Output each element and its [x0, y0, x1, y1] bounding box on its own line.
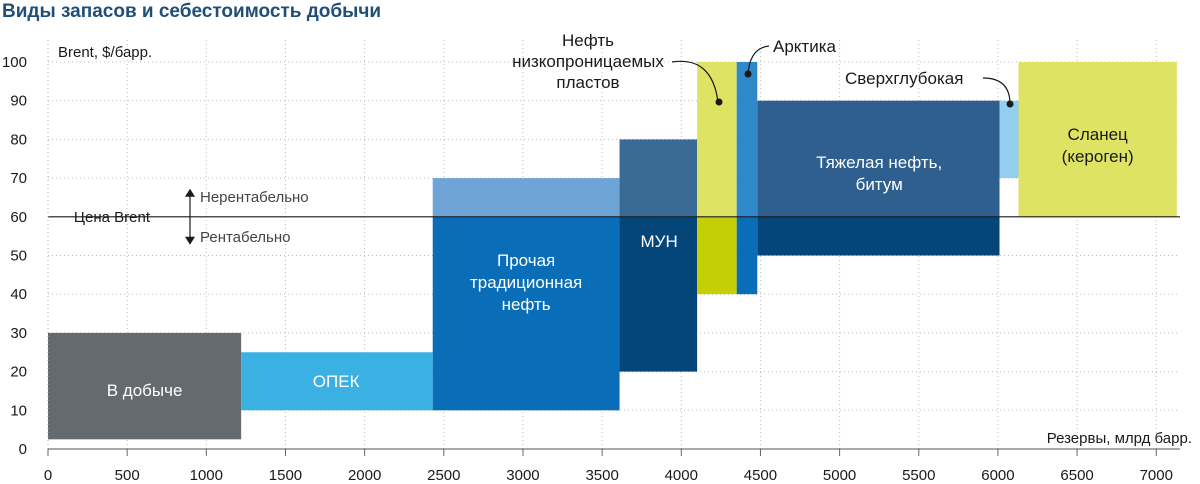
arctic-callout-line [747, 45, 770, 75]
segment-label-ultra-deep: Сверхглубокая [845, 69, 963, 88]
x-tick-label: 2500 [427, 467, 460, 484]
segment-7-band-0 [999, 100, 1019, 179]
y-tick-label: 10 [10, 402, 27, 419]
ultra-deep-callout-dot [1006, 100, 1014, 108]
tight-oil-callout-line [671, 60, 719, 103]
y-tick-label: 0 [19, 441, 27, 458]
segment-8-band-0 [1018, 62, 1177, 217]
x-tick-label: 4000 [665, 467, 698, 484]
tight-oil-callout-dot [715, 98, 723, 106]
x-tick-label: 2000 [348, 467, 381, 484]
segment-label-in-production: В добыче [107, 381, 183, 400]
segment-3-band-1 [619, 139, 698, 217]
segment-label-other-conventional: нефть [502, 295, 551, 314]
segment-2-band-0 [432, 216, 620, 411]
y-tick-label: 40 [10, 286, 27, 303]
y-tick-label: 70 [10, 170, 27, 187]
segment-label-other-conventional: традиционная [470, 273, 582, 292]
bars-layer [48, 62, 1177, 440]
x-axis-title: Резервы, млрд барр. [1047, 430, 1192, 447]
profitable-label: Рентабельно [200, 229, 290, 246]
segment-3-band-0 [619, 216, 698, 372]
unprofitable-label: Нерентабельно [200, 189, 309, 206]
y-tick-label: 80 [10, 131, 27, 148]
segment-0-band-0 [48, 332, 242, 440]
segment-4-band-0 [697, 216, 737, 295]
x-tick-label: 5500 [902, 467, 935, 484]
x-tick-label: 0 [44, 467, 52, 484]
y-tick-label: 20 [10, 364, 27, 381]
segment-label-tight-oil: низкопроницаемых [512, 52, 664, 71]
x-tick-label: 1000 [190, 467, 223, 484]
arrow-down-icon [185, 236, 195, 245]
segment-label-heavy-oil: битум [856, 175, 903, 194]
segment-5-band-0 [736, 216, 758, 295]
y-tick-label: 90 [10, 93, 27, 110]
x-tick-label: 5000 [823, 467, 856, 484]
segment-6-band-1 [757, 100, 1000, 217]
x-tick-label: 4500 [744, 467, 777, 484]
segment-label-shale: Сланец [1068, 125, 1128, 144]
segment-label-tight-oil: Нефть [562, 31, 614, 50]
y-axis-title: Brent, $/барр. [58, 44, 152, 61]
y-tick-label: 100 [2, 54, 27, 71]
x-tick-label: 3000 [506, 467, 539, 484]
y-tick-label: 30 [10, 325, 27, 342]
segment-4-band-1 [697, 62, 737, 217]
segment-label-arctic: Арктика [773, 37, 837, 56]
x-tick-label: 6500 [1060, 467, 1093, 484]
brent-price-label: Цена Brent [74, 209, 151, 226]
y-tick-label: 50 [10, 248, 27, 265]
x-tick-label: 3500 [585, 467, 618, 484]
ultra-deep-callout-line [982, 77, 1011, 105]
label-layer: В добыче ОПЕК Прочая традиционная нефть МУН Тя… [107, 31, 1134, 400]
x-tick-label: 1500 [269, 467, 302, 484]
segment-label-tight-oil: пластов [556, 73, 619, 92]
arrow-up-icon [185, 188, 195, 197]
segment-6-band-0 [757, 216, 1000, 256]
segment-label-eor: МУН [640, 232, 677, 251]
reference-line-layer: Цена Brent Нерентабельно Рентабельно [48, 188, 1180, 246]
segment-label-heavy-oil: Тяжелая нефть, [816, 153, 942, 172]
segment-5-band-1 [736, 62, 758, 217]
x-tick-label: 7000 [1140, 467, 1173, 484]
x-tick-label: 500 [115, 467, 140, 484]
segment-1-band-0 [241, 352, 433, 411]
chart-title: Виды запасов и себестоимость добычи [2, 1, 382, 22]
segment-label-opec: ОПЕК [313, 372, 360, 391]
segment-label-other-conventional: Прочая [497, 251, 555, 270]
segment-label-shale: (кероген) [1062, 147, 1134, 166]
arctic-callout-dot [744, 70, 752, 78]
y-tick-label: 60 [10, 209, 27, 226]
x-tick-label: 6000 [981, 467, 1014, 484]
segment-2-band-1 [432, 178, 620, 217]
